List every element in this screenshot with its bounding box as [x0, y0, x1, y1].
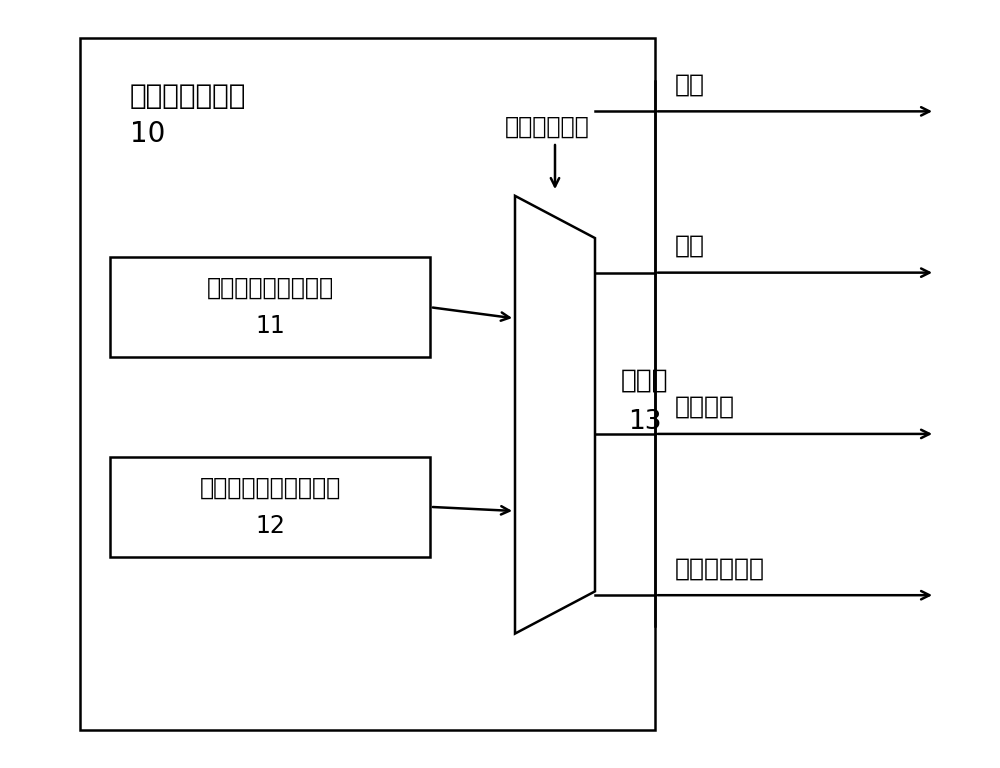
- Text: 伪随机测试向量生成器: 伪随机测试向量生成器: [199, 475, 341, 500]
- Text: 12: 12: [255, 514, 285, 538]
- Text: 扫描使能: 扫描使能: [675, 395, 735, 419]
- Text: 复位测试向量生成器: 复位测试向量生成器: [206, 276, 334, 300]
- Text: 13: 13: [628, 409, 662, 435]
- Bar: [110, 457, 430, 557]
- Bar: [110, 257, 430, 357]
- Text: 10: 10: [130, 121, 165, 148]
- Text: 选择器: 选择器: [621, 367, 669, 393]
- Polygon shape: [515, 196, 595, 634]
- Text: 测试向量生成器: 测试向量生成器: [130, 82, 246, 110]
- Text: 11: 11: [255, 314, 285, 339]
- Bar: [80, 38, 655, 730]
- Text: 复位测试使能: 复位测试使能: [505, 114, 590, 139]
- Text: 时钟: 时钟: [675, 233, 705, 258]
- Text: 复位: 复位: [675, 72, 705, 97]
- Text: 扫描向量输出: 扫描向量输出: [675, 556, 765, 581]
